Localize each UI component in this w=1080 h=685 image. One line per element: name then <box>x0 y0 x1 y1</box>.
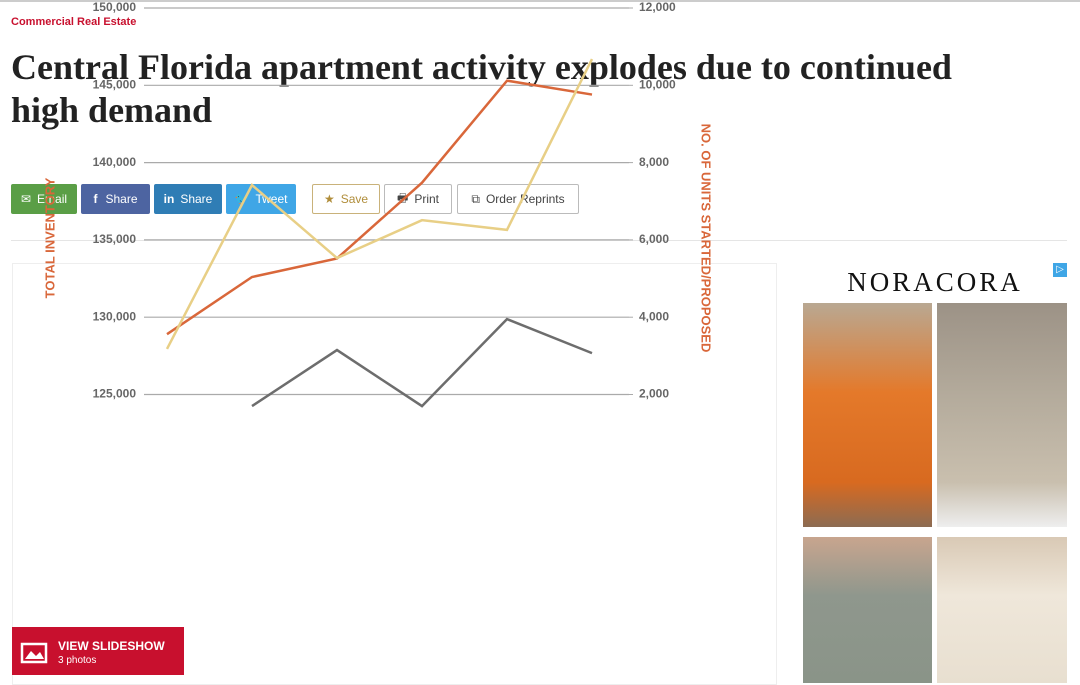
ad-image <box>803 303 932 527</box>
label: Save <box>340 192 369 206</box>
label: Share <box>105 192 138 206</box>
y2-tick-label: 2,000 <box>639 387 669 401</box>
y-tick-label: 130,000 <box>93 309 137 323</box>
slideshow-label: VIEW SLIDESHOW <box>58 639 165 653</box>
advertisement[interactable]: NORACORA ▷ <box>803 263 1067 683</box>
y-tick-label: 140,000 <box>93 155 137 169</box>
reprints-button[interactable]: ⧉ Order Reprints <box>457 184 579 214</box>
line-series <box>166 79 593 336</box>
email-button[interactable]: ✉ Email <box>11 184 77 214</box>
y2-tick-label: 8,000 <box>639 155 669 169</box>
y-tick-label: 135,000 <box>93 232 137 246</box>
line-series <box>251 317 593 408</box>
chart-container: TOTAL INVENTORY NO. OF UNITS STARTED/PRO… <box>12 0 777 685</box>
save-button[interactable]: ★ Save <box>312 184 380 214</box>
y-tick-label: 150,000 <box>93 0 137 14</box>
chart: TOTAL INVENTORY NO. OF UNITS STARTED/PRO… <box>42 0 714 408</box>
ad-choices[interactable]: ▷ <box>1053 263 1067 277</box>
twitter-button[interactable]: 🐦 Tweet <box>226 184 296 214</box>
ad-image <box>937 303 1067 527</box>
y2-tick-label: 6,000 <box>639 232 669 246</box>
label: Share <box>180 192 213 206</box>
linkedin-button[interactable]: in Share <box>154 184 222 214</box>
headline: Central Florida apartment activity explo… <box>11 47 952 130</box>
label: Order Reprints <box>485 192 565 206</box>
slideshow-count: 3 photos <box>58 655 97 666</box>
y2-axis-label: NO. OF UNITS STARTED/PROPOSED <box>699 124 714 353</box>
section-label[interactable]: Commercial Real Estate <box>11 16 137 28</box>
ad-image <box>937 537 1067 683</box>
top-border <box>0 0 1080 2</box>
ad-image <box>803 537 932 683</box>
y2-tick-label: 10,000 <box>639 77 676 91</box>
ad-brand: NORACORA <box>847 267 1023 297</box>
label: Email <box>37 192 68 206</box>
y2-tick-label: 4,000 <box>639 309 669 323</box>
label: Print <box>414 192 439 206</box>
facebook-button[interactable]: f Share <box>81 184 150 214</box>
y-tick-label: 145,000 <box>93 77 137 91</box>
slideshow-icon <box>20 642 48 664</box>
y2-tick-label: 12,000 <box>639 0 676 14</box>
print-button[interactable]: 🖶 Print <box>384 184 452 214</box>
y-axis-label: TOTAL INVENTORY <box>42 177 57 298</box>
y-tick-label: 125,000 <box>93 387 137 401</box>
line-series <box>165 58 594 350</box>
slideshow-button[interactable]: VIEW SLIDESHOW 3 photos <box>12 627 184 675</box>
